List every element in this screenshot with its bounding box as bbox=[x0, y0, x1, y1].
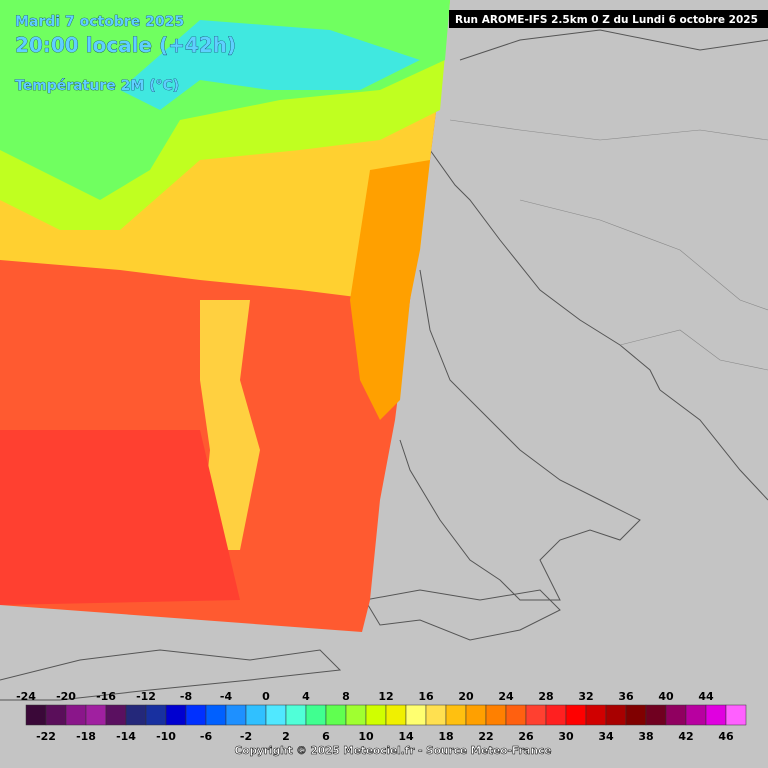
legend-label: 16 bbox=[418, 690, 434, 703]
legend-label: 40 bbox=[658, 690, 674, 703]
legend-swatch bbox=[305, 704, 327, 726]
legend-swatch bbox=[445, 704, 467, 726]
legend-label: 32 bbox=[578, 690, 593, 703]
legend-label: 6 bbox=[322, 730, 330, 743]
legend-label: -22 bbox=[36, 730, 56, 743]
legend-label: -8 bbox=[180, 690, 192, 703]
legend-label: -6 bbox=[200, 730, 213, 743]
legend-label: 34 bbox=[598, 730, 614, 743]
legend-swatch bbox=[685, 704, 707, 726]
legend-label: 38 bbox=[638, 730, 653, 743]
legend-label: 8 bbox=[342, 690, 350, 703]
copyright: Copyright © 2025 Meteociel.fr - Source M… bbox=[235, 745, 552, 757]
legend-swatch bbox=[45, 704, 67, 726]
legend-label: -12 bbox=[136, 690, 156, 703]
legend-swatch bbox=[345, 704, 367, 726]
legend-swatch bbox=[165, 704, 187, 726]
legend-swatch bbox=[485, 704, 507, 726]
legend-swatch bbox=[25, 704, 47, 726]
legend-swatch bbox=[325, 704, 347, 726]
legend-label: -2 bbox=[240, 730, 252, 743]
legend-label: -16 bbox=[96, 690, 116, 703]
legend: -24-22-20-18-16-14-12-10-8-6-4-202468101… bbox=[16, 690, 747, 743]
time: 20:00 locale (+42h) bbox=[15, 33, 236, 57]
legend-swatch bbox=[285, 704, 307, 726]
legend-swatch bbox=[605, 704, 627, 726]
coastlines bbox=[0, 29, 768, 701]
variable: Température 2M (°C) bbox=[15, 78, 179, 94]
legend-swatch bbox=[65, 704, 87, 726]
legend-swatch bbox=[645, 704, 667, 726]
legend-swatch bbox=[525, 704, 547, 726]
legend-label: 12 bbox=[378, 690, 393, 703]
borders bbox=[449, 119, 768, 371]
legend-swatch bbox=[565, 704, 587, 726]
legend-label: -20 bbox=[56, 690, 76, 703]
legend-label: 2 bbox=[282, 730, 290, 743]
legend-label: 4 bbox=[302, 690, 310, 703]
legend-swatch bbox=[205, 704, 227, 726]
legend-swatch bbox=[365, 704, 387, 726]
legend-swatch bbox=[405, 704, 427, 726]
legend-label: -10 bbox=[156, 730, 176, 743]
legend-swatch bbox=[125, 704, 147, 726]
run-box bbox=[449, 10, 768, 28]
legend-swatch bbox=[85, 704, 107, 726]
legend-swatch bbox=[465, 704, 487, 726]
legend-label: -18 bbox=[76, 730, 96, 743]
legend-swatch bbox=[725, 704, 747, 726]
legend-label: 26 bbox=[518, 730, 534, 743]
legend-swatch bbox=[225, 704, 247, 726]
legend-label: 42 bbox=[678, 730, 693, 743]
run-info: Run AROME-IFS 2.5km 0 Z du Lundi 6 octob… bbox=[455, 14, 758, 26]
legend-swatch bbox=[385, 704, 407, 726]
legend-swatch bbox=[185, 704, 207, 726]
legend-swatch bbox=[145, 704, 167, 726]
legend-swatch bbox=[425, 704, 447, 726]
legend-label: 36 bbox=[618, 690, 634, 703]
legend-swatch bbox=[665, 704, 687, 726]
legend-swatch bbox=[105, 704, 127, 726]
legend-label: 30 bbox=[558, 730, 574, 743]
legend-swatch bbox=[245, 704, 267, 726]
legend-label: -24 bbox=[16, 690, 36, 703]
legend-label: 14 bbox=[398, 730, 414, 743]
legend-label: 22 bbox=[478, 730, 493, 743]
legend-swatch bbox=[585, 704, 607, 726]
legend-swatch bbox=[545, 704, 567, 726]
legend-swatch bbox=[505, 704, 527, 726]
date: Mardi 7 octobre 2025 bbox=[15, 14, 184, 30]
legend-swatch bbox=[625, 704, 647, 726]
legend-label: 24 bbox=[498, 690, 514, 703]
legend-label: 28 bbox=[538, 690, 553, 703]
legend-label: 18 bbox=[438, 730, 453, 743]
legend-label: -4 bbox=[220, 690, 233, 703]
legend-label: 10 bbox=[358, 730, 374, 743]
legend-label: -14 bbox=[116, 730, 136, 743]
legend-swatch bbox=[705, 704, 727, 726]
legend-label: 0 bbox=[262, 690, 270, 703]
temperature-field bbox=[0, 0, 450, 632]
legend-label: 20 bbox=[458, 690, 474, 703]
legend-swatch bbox=[265, 704, 287, 726]
legend-label: 46 bbox=[718, 730, 734, 743]
legend-label: 44 bbox=[698, 690, 714, 703]
